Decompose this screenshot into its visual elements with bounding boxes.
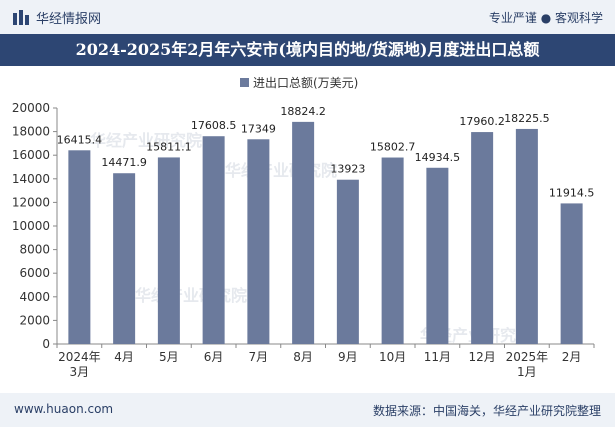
data-label: 17960.2 <box>459 115 505 128</box>
x-tick-label: 4月 <box>114 350 134 364</box>
data-label: 14471.9 <box>101 156 147 169</box>
bar[interactable] <box>202 136 225 344</box>
bar[interactable] <box>336 179 359 344</box>
footer: www.huaon.com 数据来源：中国海关，华经产业研究院整理 <box>0 393 615 427</box>
footer-url[interactable]: www.huaon.com <box>14 402 114 416</box>
data-label: 17349 <box>241 122 276 135</box>
bar[interactable] <box>292 121 315 344</box>
y-tick-label: 14000 <box>12 172 50 186</box>
bar[interactable] <box>381 157 404 344</box>
data-label: 11914.5 <box>549 186 595 199</box>
brand-name: 华经情报网 <box>36 12 102 27</box>
tagline: 专业严谨 ● 客观科学 <box>488 11 603 25</box>
data-label: 16415.4 <box>57 133 103 146</box>
x-tick-label: 8月 <box>293 350 313 364</box>
legend-swatch <box>240 78 249 87</box>
data-label: 13923 <box>330 163 365 176</box>
x-tick-label: 6月 <box>204 350 224 364</box>
bar[interactable] <box>113 173 136 344</box>
brand: 华经情报网 <box>12 8 101 27</box>
bar[interactable] <box>157 157 180 344</box>
bar[interactable] <box>247 139 270 344</box>
legend: 进出口总额(万美元) <box>240 76 358 90</box>
x-tick-label: 12月 <box>468 350 495 364</box>
bar[interactable] <box>426 167 449 344</box>
brand-logo-icon <box>13 9 29 25</box>
data-label: 18824.2 <box>280 105 326 118</box>
bar[interactable] <box>471 132 494 344</box>
x-tick-label: 2024年 3月 <box>58 350 101 379</box>
x-tick-label: 2月 <box>562 350 582 364</box>
legend-label: 进出口总额(万美元) <box>253 76 358 90</box>
bar-chart: 华经产业研究院华经产业研究院华经产业研究院华经产业研究院 进出口总额(万美元) … <box>12 76 595 379</box>
y-tick-label: 4000 <box>19 290 50 304</box>
y-tick-label: 12000 <box>12 195 50 209</box>
y-tick-label: 8000 <box>19 243 50 257</box>
top-bar: 华经情报网 专业严谨 ● 客观科学 <box>0 0 615 34</box>
data-label: 17608.5 <box>191 119 237 132</box>
bar[interactable] <box>560 203 583 344</box>
x-tick-label: 5月 <box>159 350 179 364</box>
watermark-text: 华经产业研究院 <box>90 131 202 150</box>
x-tick-label: 10月 <box>379 350 406 364</box>
bar[interactable] <box>515 128 538 344</box>
x-tick-label: 11月 <box>424 350 451 364</box>
bar[interactable] <box>68 150 91 344</box>
y-tick-label: 2000 <box>19 313 50 327</box>
chart-title: 2024-2025年2月年六安市(境内目的地/货源地)月度进出口总额 <box>0 34 615 66</box>
data-label: 14934.5 <box>415 151 461 164</box>
x-tick-label: 7月 <box>249 350 269 364</box>
footer-source: 数据来源：中国海关，华经产业研究院整理 <box>372 404 601 418</box>
y-tick-label: 6000 <box>19 266 50 280</box>
x-tick-label: 2025年 1月 <box>506 350 549 379</box>
y-tick-label: 20000 <box>12 101 50 115</box>
y-tick-label: 10000 <box>12 219 50 233</box>
data-label: 18225.5 <box>504 112 550 125</box>
y-tick-label: 18000 <box>12 125 50 139</box>
data-label: 15811.1 <box>146 140 192 153</box>
y-tick-label: 16000 <box>12 148 50 162</box>
data-label: 15802.7 <box>370 141 416 154</box>
watermark-text: 华经产业研究院 <box>135 286 247 305</box>
watermark-text: 华经产业研究院 <box>225 161 337 180</box>
y-tick-label: 0 <box>42 337 50 351</box>
x-tick-label: 9月 <box>338 350 358 364</box>
